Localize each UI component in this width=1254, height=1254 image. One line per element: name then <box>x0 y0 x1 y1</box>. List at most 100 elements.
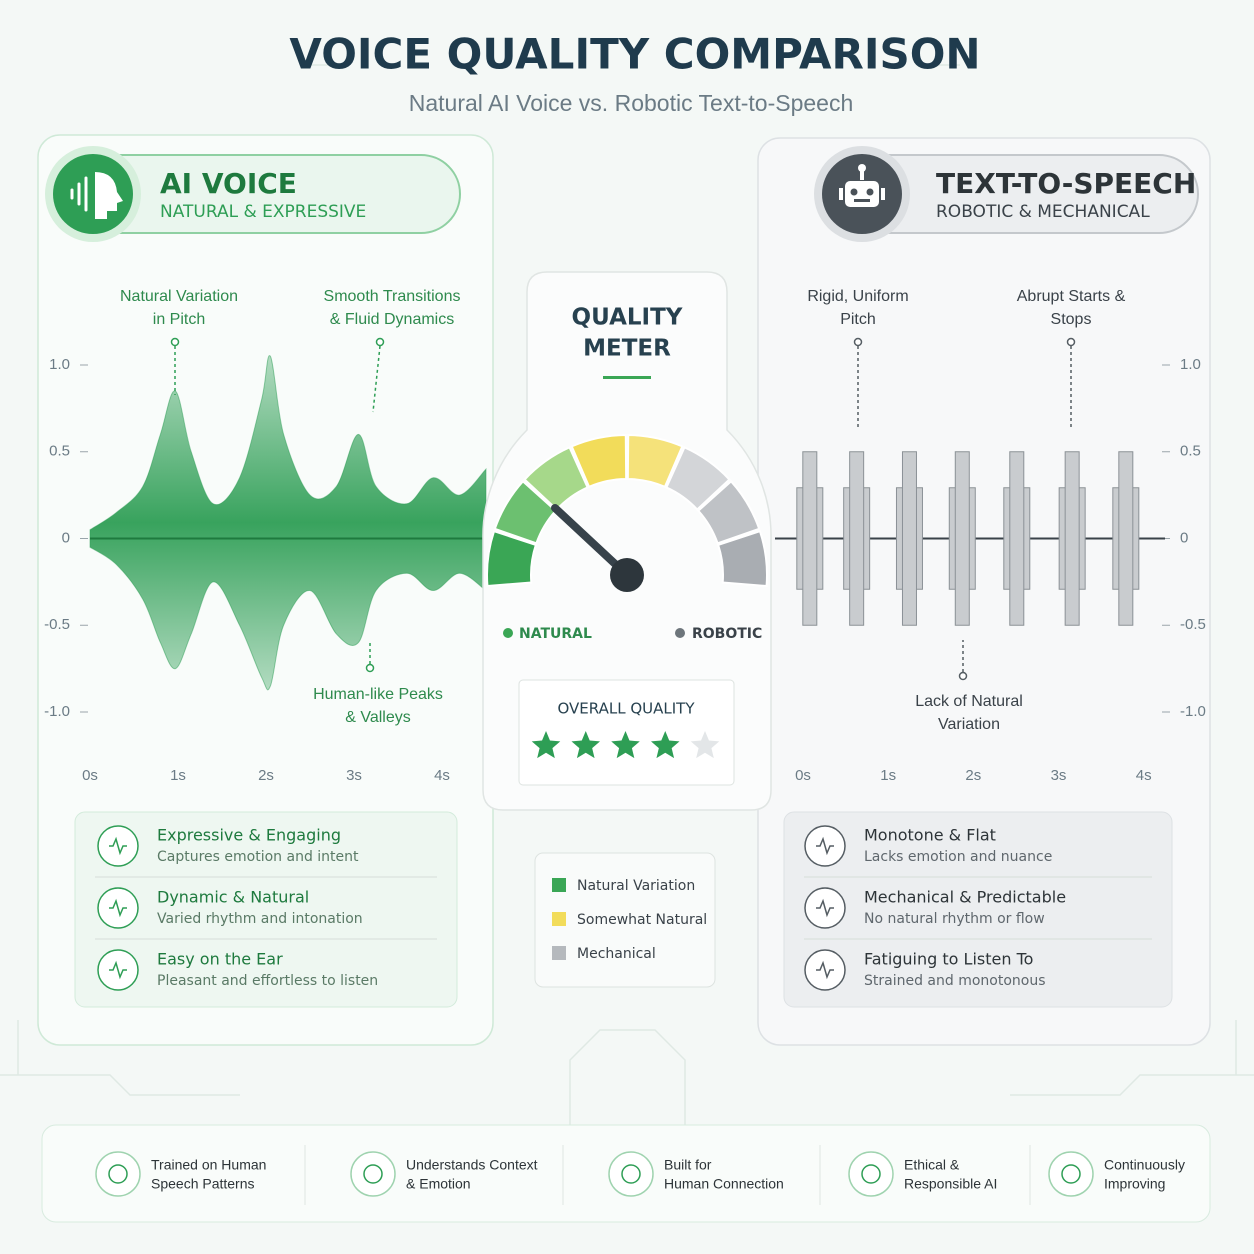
annotation: Rigid, Uniform <box>807 288 908 305</box>
feature-desc: Varied rhythm and intonation <box>157 911 363 927</box>
y-tick-label: -1.0 <box>1180 703 1206 720</box>
feature-glyph <box>109 836 127 856</box>
feature-title: Fatiguing to Listen To <box>864 950 1033 969</box>
feature-desc: Captures emotion and intent <box>157 849 359 865</box>
x-tick-label: 3s <box>1051 767 1067 784</box>
annotation-leaders <box>174 345 1072 672</box>
pulse <box>901 451 917 626</box>
footer-glyph <box>621 1164 641 1184</box>
footer-icon <box>1048 1151 1094 1197</box>
x-tick-label: 0s <box>82 767 98 784</box>
meter-underline <box>603 376 651 379</box>
legend-box <box>534 852 716 988</box>
footer-label: Built for <box>664 1157 712 1173</box>
annotation: Variation <box>938 716 1000 733</box>
gauge-segment <box>626 433 684 489</box>
feature-title: Mechanical & Predictable <box>864 888 1066 907</box>
x-tick-label: 3s <box>346 767 362 784</box>
y-tick-label: 0 <box>62 529 70 546</box>
pulse <box>954 451 970 626</box>
subtitle: Natural AI Voice vs. Robotic Text-to-Spe… <box>409 90 853 116</box>
legend-swatch <box>552 878 566 892</box>
ai-subtitle: NATURAL & EXPRESSIVE <box>160 202 366 222</box>
footer-label: Responsible AI <box>904 1176 997 1192</box>
features: Expressive & Engaging Captures emotion an… <box>95 825 1152 991</box>
legend-label: Mechanical <box>577 946 656 962</box>
sound-icon <box>70 176 88 212</box>
footer-label: Trained on Human <box>151 1157 266 1173</box>
y-tick-label: 1.0 <box>49 356 70 373</box>
natural-dot <box>503 628 513 638</box>
star <box>690 731 720 759</box>
pulse <box>1064 451 1080 626</box>
annotation: & Valleys <box>345 709 411 726</box>
footer-label: Understands Context <box>406 1157 538 1173</box>
feature-glyph <box>816 960 834 980</box>
x-tick-label: 1s <box>880 767 896 784</box>
gauge-segment <box>493 479 558 545</box>
gauge-segment <box>570 433 628 489</box>
pulse <box>1009 451 1025 626</box>
footer-label: Ethical & <box>904 1157 960 1173</box>
feature-desc: Pleasant and effortless to listen <box>157 973 378 989</box>
footer-icon <box>95 1151 141 1197</box>
annotation: Pitch <box>840 311 876 328</box>
gauge-label: ROBOTIC <box>692 626 762 642</box>
tts-title: TEXT-TO-SPEECH <box>936 167 1196 200</box>
annotation: Natural Variation <box>120 288 238 305</box>
overall-box <box>518 679 735 786</box>
footer-glyph <box>108 1164 128 1184</box>
legend-swatch <box>552 946 566 960</box>
legend-swatch <box>552 912 566 926</box>
charts: 1.0 0.5 0 -0.5 -1.0 0s 1s 2s 3s 4s 1.0 0.5 0 -0.5 -1.0… <box>44 355 1206 784</box>
annotation: Stops <box>1051 311 1092 328</box>
annotation-dots <box>170 337 1076 681</box>
meter-title: METER <box>583 336 671 362</box>
star <box>650 731 680 759</box>
feature-glyph <box>109 960 127 980</box>
tts-features <box>783 811 1173 1008</box>
gauge-segment <box>696 479 761 545</box>
gauge-segment <box>486 529 538 588</box>
gauge <box>486 433 768 588</box>
annotation: in Pitch <box>153 311 205 328</box>
pulse <box>849 451 865 626</box>
footer-glyph <box>363 1164 383 1184</box>
waveform <box>89 355 487 691</box>
annotation: Smooth Transitions <box>324 288 461 305</box>
footer-glyph <box>1061 1164 1081 1184</box>
tts-subtitle: ROBOTIC & MECHANICAL <box>936 202 1150 222</box>
x-tick-label: 2s <box>258 767 274 784</box>
footer-icon <box>848 1151 894 1197</box>
pulse <box>802 451 818 626</box>
overall-label: OVERALL QUALITY <box>558 700 696 718</box>
x-tick-label: 2s <box>965 767 981 784</box>
y-tick-label: -1.0 <box>44 703 70 720</box>
pulse <box>1118 451 1134 626</box>
star <box>531 731 561 759</box>
robot-eyes <box>850 188 874 202</box>
y-tick-label: 0.5 <box>49 443 70 460</box>
feature-desc: No natural rhythm or flow <box>864 911 1045 927</box>
gauge-segment <box>716 529 768 588</box>
feature-glyph <box>109 898 127 918</box>
feature-title: Easy on the Ear <box>157 950 283 969</box>
x-tick-label: 0s <box>795 767 811 784</box>
feature-title: Monotone & Flat <box>864 826 996 845</box>
feature-glyph <box>816 836 834 856</box>
footer: Trained on Human Speech Patterns Understan… <box>95 1151 1185 1197</box>
x-tick-label: 4s <box>1136 767 1152 784</box>
footer-separators <box>304 1145 1031 1205</box>
legend: Natural Variation Somewhat Natural Mechani… <box>552 878 707 962</box>
y-tick-label: -0.5 <box>44 616 70 633</box>
stars <box>531 731 720 759</box>
footer-icon <box>350 1151 396 1197</box>
x-tick-label: 1s <box>170 767 186 784</box>
robotic-dot <box>675 628 685 638</box>
meter-title: QUALITY <box>572 305 683 331</box>
ai-features <box>74 811 458 1008</box>
gauge-segment <box>523 446 589 511</box>
y-tick-label: 1.0 <box>1180 356 1201 373</box>
